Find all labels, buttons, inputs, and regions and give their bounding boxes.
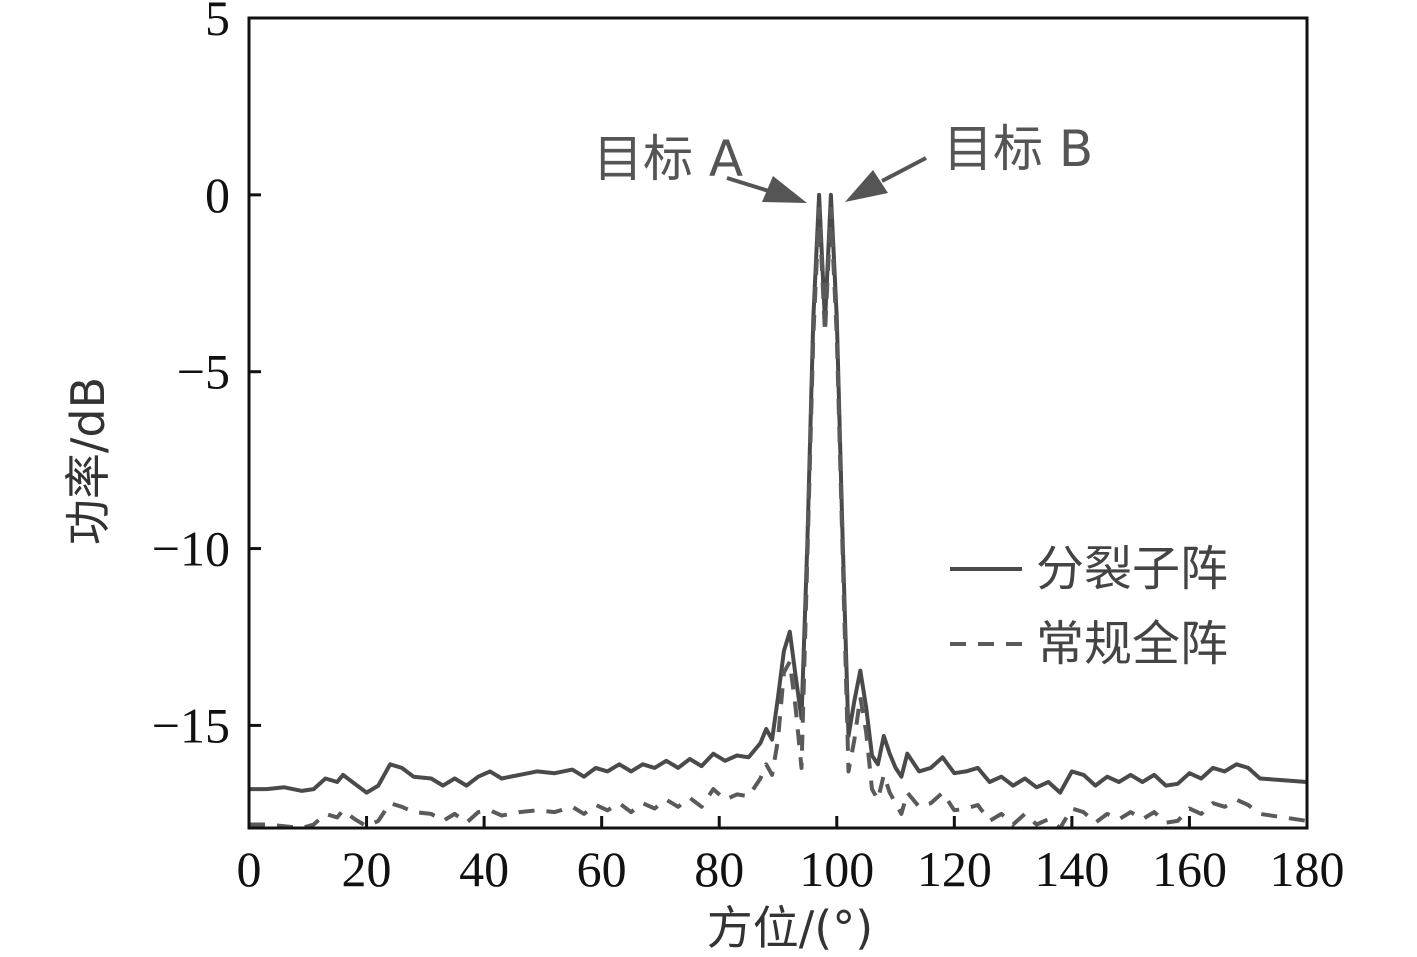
x-tick-label: 20 [342,841,392,897]
legend-label-solid: 分裂子阵 [1036,541,1228,597]
x-tick-label: 120 [917,841,992,897]
x-axis-title: 方位/(°) [707,901,873,955]
x-tick-label: 80 [694,841,744,897]
annotation-target-a-label: 目标 A [593,130,743,188]
annotation-target-b-arrow-line [881,156,927,183]
annotation-target-a-arrowhead [762,176,807,203]
x-tick-label: 160 [1152,841,1227,897]
series-line-solid [249,192,1307,795]
x-axis-ticks: 0 20 40 60 80 100 120 140 160 180 [237,816,1345,897]
x-tick-label: 60 [577,841,627,897]
y-tick-label: 5 [205,0,230,46]
y-tick-label: 0 [205,167,230,223]
y-tick-label: −10 [152,521,230,577]
legend: 分裂子阵 常规全阵 [950,541,1228,672]
y-tick-label: −15 [152,697,230,753]
y-axis-ticks: 5 0 −5 −10 −15 [152,0,261,753]
x-tick-label: 180 [1270,841,1345,897]
x-tick-label: 40 [459,841,509,897]
y-tick-label: −5 [177,344,230,400]
series-line-dashed [249,207,1307,828]
annotations: 目标 A 目标 B [593,120,1093,203]
legend-label-dashed: 常规全阵 [1036,616,1228,672]
series-layer [249,192,1307,828]
x-tick-label: 100 [799,841,874,897]
annotation-target-a-arrow-line [726,176,773,194]
annotation-target-b-label: 目标 B [943,120,1093,178]
x-tick-label: 0 [237,841,262,897]
annotation-target-b-arrowhead [845,170,888,202]
plot-frame [247,16,1309,830]
y-axis-title: 功率/dB [61,377,115,545]
x-tick-label: 140 [1034,841,1109,897]
